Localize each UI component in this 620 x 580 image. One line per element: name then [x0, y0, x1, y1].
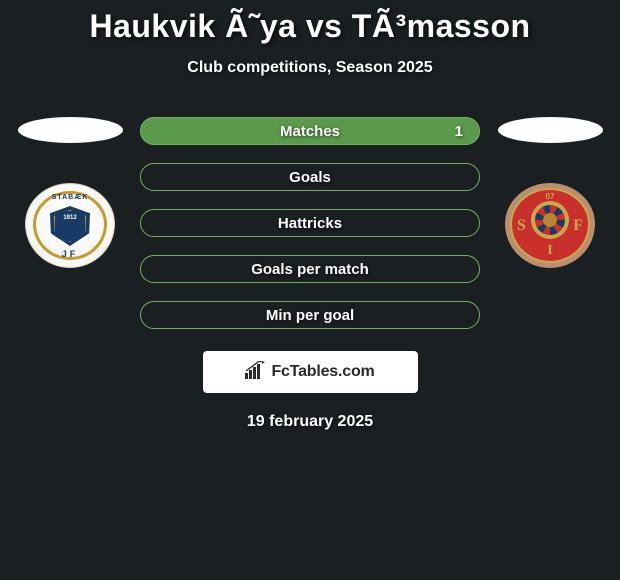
badge-right-circle	[531, 201, 569, 239]
stat-row-matches: Matches 1	[140, 117, 480, 145]
main-row: STABÆK 1912 JF Matches 1 Goals Hattricks…	[0, 117, 620, 329]
stat-label: Hattricks	[278, 215, 342, 232]
player-side-left: STABÆK 1912 JF	[10, 117, 130, 268]
stats-column: Matches 1 Goals Hattricks Goals per matc…	[140, 117, 480, 329]
infographic-container: Haukvik Ã˜ya vs TÃ³masson Club competiti…	[0, 0, 620, 431]
badge-right-letter-i: I	[547, 243, 552, 259]
page-title: Haukvik Ã˜ya vs TÃ³masson	[0, 8, 620, 45]
ellipse-shadow-right	[498, 117, 603, 143]
date-line: 19 february 2025	[0, 413, 620, 431]
club-badge-right: 07 S F I	[505, 183, 595, 268]
stat-row-goals: Goals	[140, 163, 480, 191]
player-side-right: 07 S F I	[490, 117, 610, 268]
badge-left-top-text: STABÆK	[26, 194, 114, 201]
badge-left-bottom-text: JF	[26, 249, 114, 259]
badge-left-shield	[50, 206, 90, 246]
badge-right-letter-f: F	[573, 217, 583, 235]
source-logo-text: FcTables.com	[271, 363, 374, 381]
stat-row-min-per-goal: Min per goal	[140, 301, 480, 329]
stat-label: Goals per match	[251, 261, 369, 278]
badge-left-year: 1912	[63, 215, 76, 221]
stat-value-right: 1	[455, 123, 463, 140]
ellipse-shadow-left	[18, 117, 123, 143]
club-badge-left: STABÆK 1912 JF	[25, 183, 115, 268]
page-subtitle: Club competitions, Season 2025	[0, 59, 620, 77]
badge-right-letter-s: S	[517, 217, 526, 235]
source-logo: FcTables.com	[203, 351, 418, 393]
stat-row-goals-per-match: Goals per match	[140, 255, 480, 283]
stat-row-hattricks: Hattricks	[140, 209, 480, 237]
badge-right-ball	[543, 213, 557, 227]
stat-label: Min per goal	[266, 307, 354, 324]
stat-label: Matches	[280, 123, 340, 140]
badge-right-year: 07	[546, 192, 555, 201]
stat-label: Goals	[289, 169, 331, 186]
chart-icon	[245, 361, 267, 384]
